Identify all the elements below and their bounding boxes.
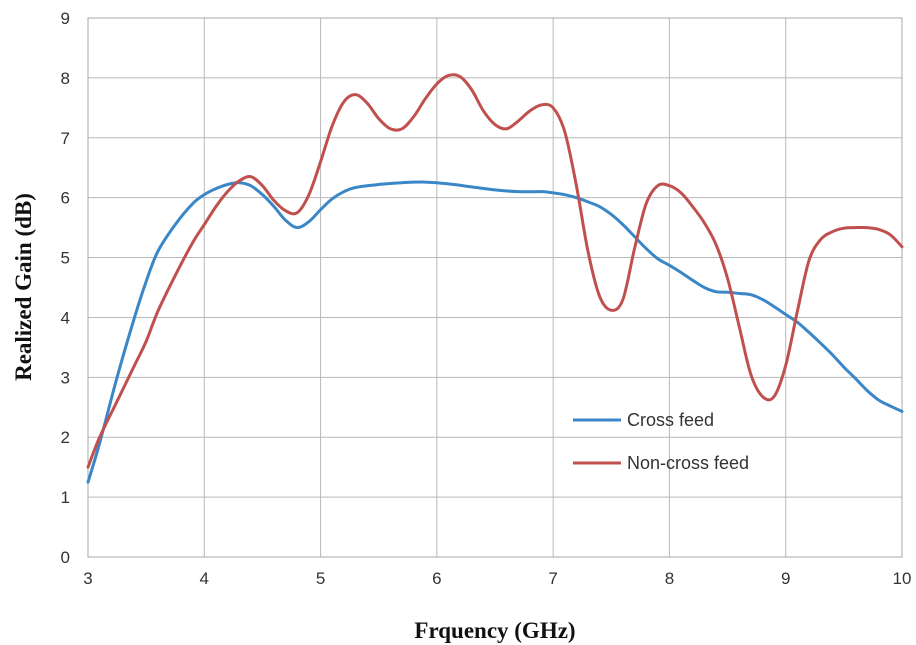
x-tick-label: 8: [665, 569, 674, 588]
x-tick-label: 9: [781, 569, 790, 588]
y-tick-label: 1: [61, 488, 70, 507]
plot-area: [87, 17, 903, 558]
legend-label-non-cross-feed: Non-cross feed: [627, 453, 749, 473]
x-tick-label: 7: [548, 569, 557, 588]
y-tick-label: 8: [61, 69, 70, 88]
y-tick-label: 5: [61, 249, 70, 268]
y-tick-label: 7: [61, 129, 70, 148]
x-axis-title: Frquency (GHz): [414, 618, 575, 643]
y-tick-label: 0: [61, 548, 70, 567]
y-tick-label: 6: [61, 189, 70, 208]
legend-label-cross-feed: Cross feed: [627, 410, 714, 430]
x-tick-label: 10: [893, 569, 912, 588]
x-tick-label: 4: [200, 569, 209, 588]
y-axis-title: Realized Gain (dB): [11, 193, 36, 381]
y-tick-label: 4: [61, 308, 70, 327]
y-axis-ticks: 0 1 2 3 4 5 6 7 8 9: [61, 9, 70, 567]
series-line-cross-feed: [86, 180, 904, 484]
x-tick-label: 3: [83, 569, 92, 588]
y-tick-label: 9: [61, 9, 70, 28]
x-axis-ticks: 3 4 5 6 7 8 9 10: [83, 569, 911, 588]
y-tick-label: 2: [61, 428, 70, 447]
x-tick-label: 6: [432, 569, 441, 588]
series-lines: [86, 73, 904, 484]
series-line-non-cross-feed: [86, 73, 904, 469]
grid-lines: [87, 17, 903, 558]
legend: Cross feed Non-cross feed: [573, 410, 749, 473]
y-tick-label: 3: [61, 368, 70, 387]
x-tick-label: 5: [316, 569, 325, 588]
